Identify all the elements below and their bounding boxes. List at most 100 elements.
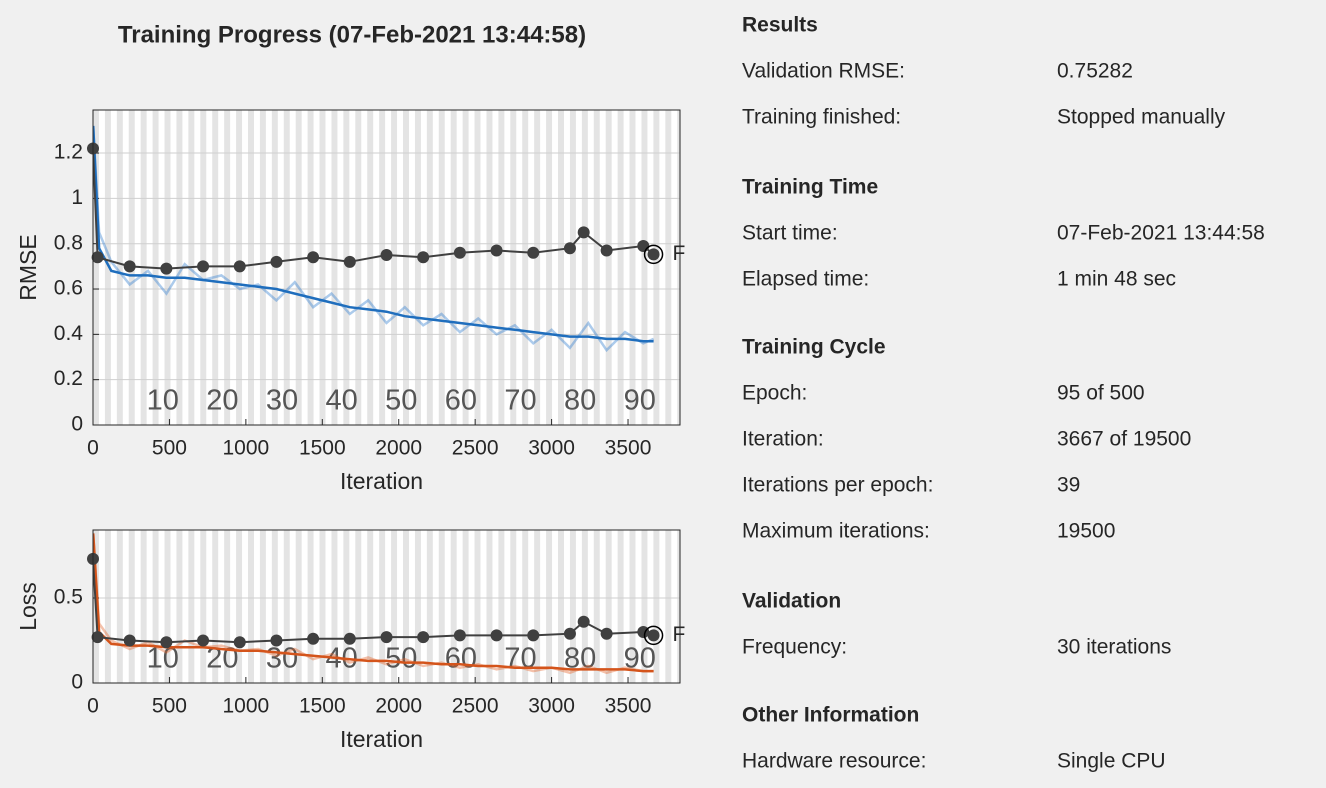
info-label: Epoch:	[742, 382, 807, 405]
y-tick-label: 0.6	[54, 277, 83, 300]
epoch-label: 60	[445, 385, 477, 417]
epoch-band	[259, 530, 266, 683]
series-line	[93, 125, 654, 343]
x-tick-label: 2000	[375, 437, 422, 460]
epoch-band	[128, 530, 135, 683]
epoch-band	[510, 530, 517, 683]
epoch-band	[379, 110, 386, 425]
validation-point	[417, 251, 430, 264]
validation-point	[453, 246, 466, 259]
validation-point	[490, 244, 503, 257]
epoch-label: 90	[624, 385, 656, 417]
epoch-band	[188, 530, 195, 683]
epoch-band	[295, 110, 302, 425]
chart-title: Training Progress (07-Feb-2021 13:44:58)	[118, 21, 586, 48]
epoch-band	[104, 530, 111, 683]
info-value: 0.75282	[1057, 60, 1133, 83]
epoch-band	[224, 530, 231, 683]
epoch-band	[367, 530, 374, 683]
validation-point	[307, 251, 320, 264]
validation-point	[233, 636, 246, 649]
validation-point	[343, 255, 356, 268]
validation-point	[647, 629, 660, 642]
epoch-label: 50	[385, 385, 417, 417]
info-label: Validation RMSE:	[742, 60, 905, 83]
y-tick-label: 0.5	[54, 586, 83, 609]
epoch-band	[295, 530, 302, 683]
epoch-band	[641, 530, 648, 683]
epoch-band	[474, 530, 481, 683]
final-label: F	[673, 623, 686, 646]
x-tick-label: 500	[152, 695, 187, 718]
section-title: Other Information	[742, 704, 919, 727]
epoch-band	[319, 530, 326, 683]
x-tick-label: 3000	[528, 437, 575, 460]
epoch-band	[593, 530, 600, 683]
epoch-band	[271, 530, 278, 683]
info-value: 39	[1057, 474, 1080, 497]
y-tick-label: 1	[71, 186, 83, 209]
info-value: 1 min 48 sec	[1057, 268, 1176, 291]
y-tick-label: 0	[71, 671, 83, 694]
epoch-band	[677, 110, 680, 425]
info-value: Stopped manually	[1057, 106, 1226, 129]
epoch-band	[474, 110, 481, 425]
x-tick-label: 1500	[299, 437, 346, 460]
epoch-band	[236, 530, 243, 683]
epoch-band	[307, 530, 314, 683]
validation-point	[490, 629, 503, 642]
epoch-band	[152, 530, 159, 683]
epoch-band	[665, 530, 672, 683]
epoch-band	[343, 530, 350, 683]
epoch-band	[343, 110, 350, 425]
x-tick-label: 3500	[605, 695, 652, 718]
epoch-band	[629, 530, 636, 683]
series-line	[93, 125, 655, 353]
validation-point	[91, 631, 104, 644]
epoch-band	[581, 530, 588, 683]
epoch-band	[164, 530, 171, 683]
epoch-label: 20	[206, 385, 238, 417]
validation-point	[563, 627, 576, 640]
y-tick-label: 0.4	[54, 322, 84, 345]
validation-point	[453, 629, 466, 642]
info-value: 30 iterations	[1057, 636, 1171, 659]
validation-point	[197, 260, 210, 273]
epoch-band	[93, 110, 99, 425]
epoch-band	[605, 110, 612, 425]
epoch-band	[486, 530, 493, 683]
epoch-band	[558, 110, 564, 425]
epoch-band	[462, 530, 469, 683]
epoch-band	[319, 110, 326, 425]
epoch-band	[462, 110, 469, 425]
validation-point	[270, 255, 283, 268]
epoch-band	[510, 110, 517, 425]
epoch-band	[116, 110, 123, 425]
epoch-band	[176, 530, 183, 683]
validation-point	[380, 631, 393, 644]
section-title: Results	[742, 14, 818, 37]
epoch-band	[426, 110, 433, 425]
info-label: Iteration:	[742, 428, 824, 451]
validation-point	[123, 634, 136, 647]
epoch-label: 10	[147, 385, 179, 417]
validation-point	[160, 636, 173, 649]
epoch-band	[569, 530, 576, 683]
validation-point	[343, 632, 356, 645]
epoch-band	[653, 530, 660, 683]
epoch-band	[200, 530, 207, 683]
validation-point	[233, 260, 246, 273]
epoch-band	[665, 110, 672, 425]
epoch-band	[224, 110, 231, 425]
epoch-label: 30	[266, 385, 298, 417]
x-tick-label: 1000	[223, 437, 270, 460]
epoch-band	[426, 530, 433, 683]
y-tick-label: 0.8	[54, 231, 83, 254]
epoch-band	[140, 530, 147, 683]
y-tick-label: 0.2	[54, 367, 83, 390]
epoch-band	[391, 110, 398, 425]
final-label: F	[673, 242, 686, 265]
validation-point	[577, 615, 590, 628]
y-tick-label: 0	[71, 413, 83, 436]
